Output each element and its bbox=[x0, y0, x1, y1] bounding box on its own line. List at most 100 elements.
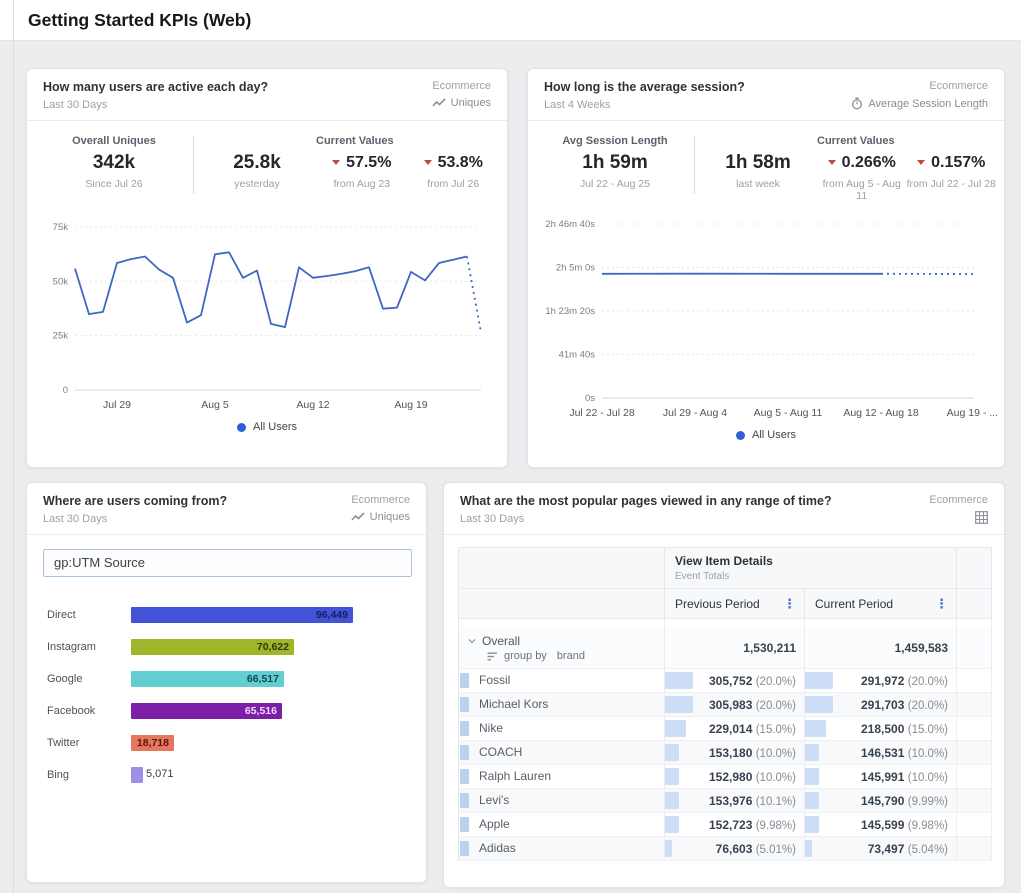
event-totals-table: View Item Details Event Totals Previous … bbox=[458, 547, 992, 861]
current-period-cell: 145,991 (10.0%) bbox=[805, 765, 957, 789]
line-chart-icon bbox=[351, 512, 365, 522]
current-values-label: Current Values bbox=[817, 134, 996, 149]
delta-sub: from Aug 23 bbox=[316, 178, 408, 190]
card-date-range: Last 30 Days bbox=[43, 99, 268, 111]
divider bbox=[444, 534, 1004, 535]
overall-current-value: 1,459,583 bbox=[805, 629, 957, 669]
legend-dot bbox=[736, 431, 745, 440]
svg-text:Jul 29: Jul 29 bbox=[103, 399, 131, 411]
bar-category-label: Bing bbox=[47, 769, 131, 781]
latest-value: 1h 58m bbox=[699, 150, 817, 175]
active-users-line-chart[interactable]: 025k50k75kJul 29Aug 5Aug 12Aug 19 bbox=[31, 206, 503, 416]
column-header-current-period[interactable]: Current Period⋮ bbox=[805, 589, 957, 619]
cell-bar bbox=[805, 672, 833, 689]
current-period-cell: 145,599 (9.98%) bbox=[805, 813, 957, 837]
current-period-cell: 291,703 (20.0%) bbox=[805, 693, 957, 717]
bar-row: Facebook 65,516 bbox=[47, 695, 412, 727]
down-arrow-icon bbox=[917, 160, 925, 165]
overall-previous-value: 1,530,211 bbox=[665, 629, 805, 669]
cell-bar bbox=[665, 672, 693, 689]
bar-value-label: 70,622 bbox=[257, 641, 289, 653]
bar-row: Direct 96,449 bbox=[47, 599, 412, 631]
dimension-label: gp:UTM Source bbox=[54, 555, 145, 570]
table-row-overall[interactable]: Overall group bybrand 1,530,211 1,459,58… bbox=[459, 629, 992, 669]
cell-bar bbox=[805, 840, 812, 857]
project-label: Ecommerce bbox=[432, 80, 491, 92]
bar[interactable]: 65,516 bbox=[131, 703, 282, 719]
table-corner-cell bbox=[459, 548, 665, 589]
metric-label: Average Session Length bbox=[868, 98, 988, 110]
previous-period-cell: 229,014 (15.0%) bbox=[665, 717, 805, 741]
cell-bar bbox=[805, 696, 833, 713]
card-active-users: How many users are active each day? Last… bbox=[26, 68, 508, 468]
card-title[interactable]: What are the most popular pages viewed i… bbox=[460, 494, 832, 508]
bar-value-label: 5,071 bbox=[146, 768, 174, 780]
bar[interactable]: 96,449 bbox=[131, 607, 353, 623]
bar-category-label: Twitter bbox=[47, 737, 131, 749]
table-row[interactable]: Fossil 305,752 (20.0%) 291,972 (20.0%) bbox=[459, 669, 992, 693]
bar[interactable]: 70,622 bbox=[131, 639, 294, 655]
row-color-chip bbox=[460, 697, 469, 712]
card-title[interactable]: Where are users coming from? bbox=[43, 494, 227, 508]
delta-sub: from Aug 5 - Aug 11 bbox=[817, 178, 907, 202]
chart-legend[interactable]: All Users bbox=[528, 429, 1004, 441]
table-row[interactable]: Levi's 153,976 (10.1%) 145,790 (9.99%) bbox=[459, 789, 992, 813]
chevron-down-icon[interactable] bbox=[468, 638, 476, 644]
table-row[interactable]: Ralph Lauren 152,980 (10.0%) 145,991 (10… bbox=[459, 765, 992, 789]
bar-track: 66,517 bbox=[131, 671, 412, 687]
column-header-previous-period[interactable]: Previous Period⋮ bbox=[665, 589, 805, 619]
project-label: Ecommerce bbox=[851, 80, 988, 92]
table-row[interactable]: Michael Kors 305,983 (20.0%) 291,703 (20… bbox=[459, 693, 992, 717]
current-period-cell: 291,972 (20.0%) bbox=[805, 669, 957, 693]
latest-sub: yesterday bbox=[198, 178, 316, 190]
cell-bar bbox=[665, 816, 679, 833]
latest-value: 25.8k bbox=[198, 150, 316, 175]
bar-row: Twitter 18,718 bbox=[47, 727, 412, 759]
session-length-line-chart[interactable]: 0s41m 40s1h 23m 20s2h 5m 0s2h 46m 40sJul… bbox=[532, 214, 1000, 424]
table-row[interactable]: Apple 152,723 (9.98%) 145,599 (9.98%) bbox=[459, 813, 992, 837]
svg-text:Aug 12: Aug 12 bbox=[296, 399, 329, 411]
row-label: Nike bbox=[479, 721, 503, 735]
bar[interactable]: 66,517 bbox=[131, 671, 284, 687]
table-row[interactable]: Adidas 76,603 (5.01%) 73,497 (5.04%) bbox=[459, 837, 992, 861]
current-period-cell: 73,497 (5.04%) bbox=[805, 837, 957, 861]
cell-bar bbox=[805, 768, 819, 785]
row-label: COACH bbox=[479, 745, 522, 759]
bar[interactable]: 18,718 bbox=[131, 735, 174, 751]
bar-track: 18,718 bbox=[131, 735, 412, 751]
svg-text:Aug 5: Aug 5 bbox=[201, 399, 229, 411]
bar-row: Bing 5,071 bbox=[47, 759, 412, 791]
previous-period-cell: 305,752 (20.0%) bbox=[665, 669, 805, 693]
card-title[interactable]: How long is the average session? bbox=[544, 80, 745, 94]
down-arrow-icon bbox=[332, 160, 340, 165]
previous-period-cell: 305,983 (20.0%) bbox=[665, 693, 805, 717]
previous-period-cell: 152,723 (9.98%) bbox=[665, 813, 805, 837]
row-color-chip bbox=[460, 721, 469, 736]
overall-label: Avg Session Length bbox=[540, 134, 690, 149]
bar[interactable] bbox=[131, 767, 143, 783]
column-menu-icon[interactable]: ⋮ bbox=[935, 596, 948, 612]
card-title[interactable]: How many users are active each day? bbox=[43, 80, 268, 94]
bar-value-label: 65,516 bbox=[245, 705, 277, 717]
row-color-chip bbox=[460, 745, 469, 760]
cell-bar bbox=[665, 768, 679, 785]
delta-value: 57.5% bbox=[346, 150, 391, 175]
table-row[interactable]: COACH 153,180 (10.0%) 146,531 (10.0%) bbox=[459, 741, 992, 765]
bar-category-label: Instagram bbox=[47, 641, 131, 653]
page-title: Getting Started KPIs (Web) bbox=[28, 0, 251, 41]
table-row[interactable]: Nike 229,014 (15.0%) 218,500 (15.0%) bbox=[459, 717, 992, 741]
row-color-chip bbox=[460, 817, 469, 832]
project-label: Ecommerce bbox=[929, 494, 988, 506]
column-menu-icon[interactable]: ⋮ bbox=[783, 596, 796, 612]
group-by-value[interactable]: brand bbox=[557, 650, 585, 662]
dimension-select[interactable]: gp:UTM Source bbox=[43, 549, 412, 577]
chart-legend[interactable]: All Users bbox=[27, 421, 507, 433]
card-session-length: How long is the average session? Last 4 … bbox=[527, 68, 1005, 468]
latest-sub: last week bbox=[699, 178, 817, 190]
table-corner-cell bbox=[957, 548, 992, 589]
svg-text:25k: 25k bbox=[53, 331, 69, 342]
event-name: View Item Details bbox=[675, 554, 946, 568]
bar-value-label: 18,718 bbox=[137, 737, 169, 749]
table-grid-icon bbox=[975, 511, 988, 524]
bar-track: 70,622 bbox=[131, 639, 412, 655]
